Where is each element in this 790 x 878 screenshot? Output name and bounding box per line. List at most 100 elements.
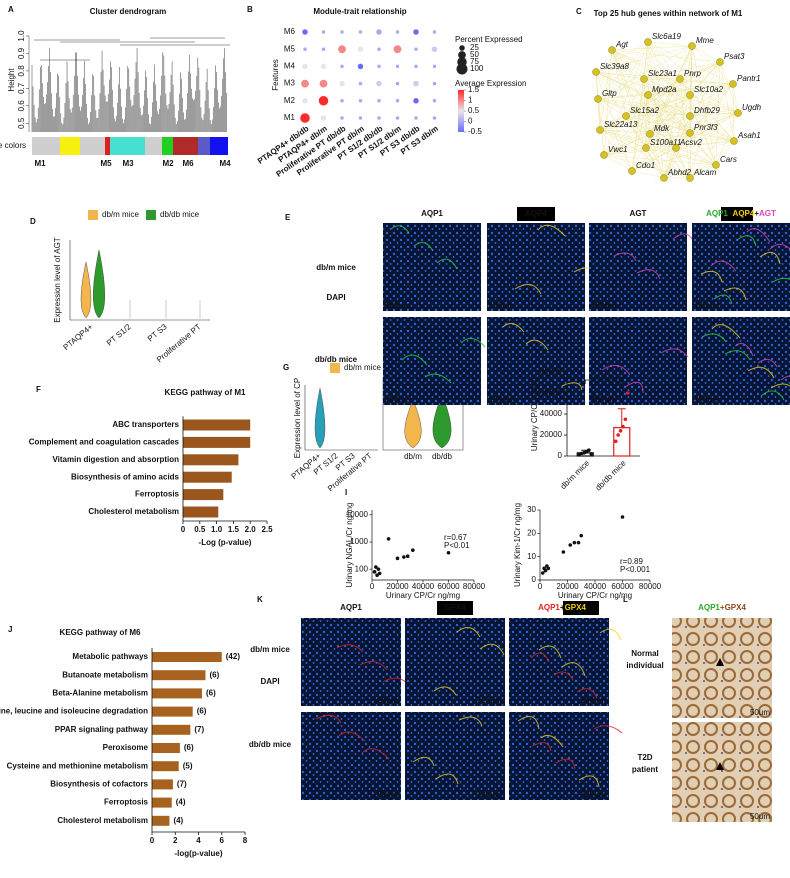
network-edge (679, 45, 693, 80)
network-edge (689, 132, 735, 142)
y-tick-label: 10 (527, 552, 536, 561)
network-edge (595, 71, 645, 80)
data-point (618, 429, 623, 433)
violin (80, 261, 92, 319)
y-tick-label: 0 (532, 575, 537, 584)
network-edge (603, 154, 691, 179)
module-color-segment (105, 137, 110, 155)
dot (377, 116, 381, 120)
network-edge (647, 94, 691, 179)
scale-label: 120um (373, 790, 398, 799)
micrograph (405, 618, 505, 706)
dot (321, 30, 326, 34)
network-edge (611, 49, 681, 80)
data-point (621, 424, 625, 429)
x-tick-label: 0 (181, 525, 186, 534)
stain-signal (711, 324, 741, 339)
gene-label: Slc23a1 (648, 69, 677, 78)
network-edge (595, 71, 649, 96)
y-tick-label: Cholesterol metabolism (57, 816, 148, 825)
stain-signal (578, 775, 600, 788)
network-edge (611, 49, 665, 179)
dot (376, 29, 382, 35)
bar-count-label: (7) (177, 780, 187, 789)
stain-signal (736, 235, 757, 247)
data-point (561, 550, 566, 554)
module-color-segment (32, 137, 60, 155)
network-edge (647, 61, 721, 96)
gene-label: Slc15a2 (630, 106, 659, 115)
network-edge (631, 170, 665, 179)
axis-label: Urinary CP/Cr ng/mg (530, 377, 539, 451)
data-point (540, 571, 545, 575)
network-edge (689, 45, 693, 179)
bar-count-label: (6) (184, 743, 194, 752)
dot (301, 79, 309, 88)
network-edge (595, 71, 633, 172)
legend-dot (459, 45, 465, 51)
x-tick-label: db/db (432, 452, 453, 461)
row-label: Normal (631, 649, 659, 658)
bar-count-label: (4) (173, 816, 183, 825)
gene-label: Asah1 (737, 131, 761, 140)
micrograph (383, 223, 481, 311)
y-tick-label: 30 (527, 505, 536, 514)
row-label: patient (632, 765, 659, 774)
gene-node (729, 80, 737, 88)
x-tick-label: 6 (220, 836, 225, 845)
network-edge (689, 112, 739, 179)
network-edge (625, 45, 693, 117)
bar-count-label: (4) (176, 798, 186, 807)
module-color-segment (80, 137, 105, 155)
network-edge (631, 83, 734, 172)
column-header: AGT (630, 209, 647, 218)
network-edge (689, 83, 734, 117)
stain-signal (502, 322, 525, 333)
stain-signal (338, 731, 366, 742)
network-edge (689, 115, 735, 142)
gene-node (688, 42, 696, 50)
y-tick-label: M2 (284, 96, 296, 105)
network-edge (595, 71, 734, 85)
gene-label: Dhfb29 (694, 106, 720, 115)
stain-signal (412, 756, 435, 767)
network-edge (689, 94, 735, 142)
bar (152, 688, 202, 699)
scale-label: 180um (489, 395, 514, 404)
data-point (568, 543, 573, 547)
network-edge (689, 61, 721, 96)
stain-signal (537, 224, 566, 237)
network-edge (595, 71, 677, 149)
column-header: AQP4 (525, 209, 547, 218)
network-edge (647, 94, 691, 117)
network-edge (647, 41, 734, 85)
dot (340, 30, 344, 34)
network-edge (597, 98, 739, 114)
data-point (374, 565, 378, 569)
y-tick-label: 40000 (540, 409, 563, 418)
y-tick-label: Valine, leucine and isoleucine degradati… (0, 707, 148, 716)
dot (302, 29, 308, 35)
gene-label: Cars (720, 155, 737, 164)
stain-signal (780, 375, 790, 381)
y-tick-label: 100 (355, 564, 369, 573)
gene-label: Slc39a8 (600, 62, 629, 71)
stain-signal (525, 339, 549, 351)
network-edge (597, 98, 633, 172)
y-tick-label: Ferroptosis (104, 798, 149, 807)
dot (413, 98, 419, 104)
stain-signal (769, 243, 790, 250)
network-edge (647, 94, 691, 134)
network-edge (599, 78, 681, 131)
y-tick-label: PPAR signaling pathway (55, 725, 149, 734)
significance-bracket (584, 379, 623, 384)
dot (432, 116, 437, 120)
network-edge (625, 115, 651, 135)
network-edge (645, 147, 665, 179)
gene-node (676, 75, 684, 83)
stain-signal (636, 269, 661, 280)
stain-signal (723, 287, 747, 301)
network-edge (689, 112, 739, 117)
dot (302, 98, 308, 104)
